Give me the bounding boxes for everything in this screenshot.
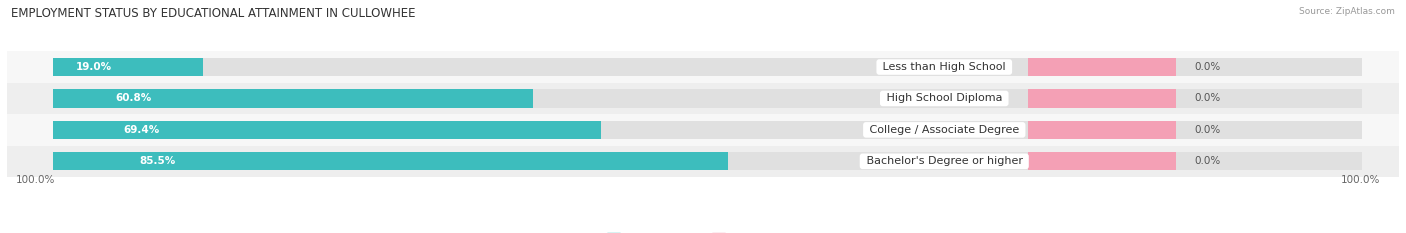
Text: 0.0%: 0.0% xyxy=(1195,156,1220,166)
Bar xyxy=(7,146,1399,177)
Text: Less than High School: Less than High School xyxy=(879,62,1010,72)
Bar xyxy=(53,89,533,108)
Text: EMPLOYMENT STATUS BY EDUCATIONAL ATTAINMENT IN CULLOWHEE: EMPLOYMENT STATUS BY EDUCATIONAL ATTAINM… xyxy=(11,7,416,20)
Text: 0.0%: 0.0% xyxy=(1195,125,1220,135)
Legend: In Labor Force, Unemployed: In Labor Force, Unemployed xyxy=(603,229,803,233)
Bar xyxy=(1028,58,1177,76)
Text: Bachelor's Degree or higher: Bachelor's Degree or higher xyxy=(862,156,1026,166)
Text: 85.5%: 85.5% xyxy=(139,156,176,166)
Bar xyxy=(53,152,1362,170)
Text: 69.4%: 69.4% xyxy=(124,125,160,135)
Text: 60.8%: 60.8% xyxy=(115,93,152,103)
Text: 19.0%: 19.0% xyxy=(76,62,112,72)
Text: High School Diploma: High School Diploma xyxy=(883,93,1005,103)
Bar xyxy=(1028,152,1177,170)
Bar xyxy=(1028,89,1177,108)
Bar xyxy=(53,58,1362,76)
Text: 100.0%: 100.0% xyxy=(17,175,56,185)
Bar xyxy=(53,121,1362,139)
Text: 0.0%: 0.0% xyxy=(1195,62,1220,72)
Bar xyxy=(7,114,1399,146)
Text: College / Associate Degree: College / Associate Degree xyxy=(866,125,1022,135)
Text: Source: ZipAtlas.com: Source: ZipAtlas.com xyxy=(1299,7,1395,16)
Text: 0.0%: 0.0% xyxy=(1195,93,1220,103)
Bar xyxy=(7,83,1399,114)
Bar xyxy=(53,89,1362,108)
Bar xyxy=(7,51,1399,83)
Bar xyxy=(53,58,204,76)
Bar xyxy=(1028,121,1177,139)
Bar xyxy=(53,121,600,139)
Text: 100.0%: 100.0% xyxy=(1341,175,1381,185)
Bar xyxy=(53,152,728,170)
